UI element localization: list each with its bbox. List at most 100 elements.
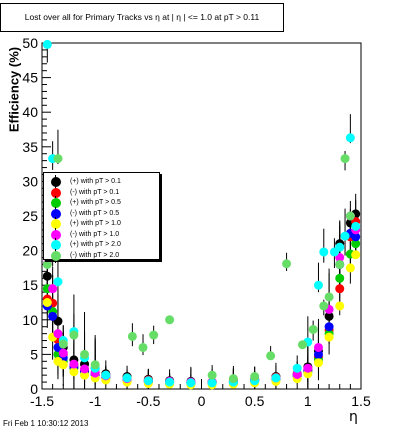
data-point (42, 259, 52, 269)
data-point (53, 154, 63, 164)
data-point (345, 263, 355, 273)
x-tick-label: -1.5 (30, 393, 54, 409)
legend-marker (51, 229, 61, 240)
data-point (207, 378, 217, 388)
data-point (58, 348, 68, 358)
data-point (58, 360, 68, 370)
data-point (207, 370, 217, 380)
legend-entry: (+) with pT > 0.1 (44, 175, 159, 189)
timestamp-footer: Fri Feb 1 10:30:12 2013 (3, 419, 89, 428)
data-point (165, 315, 175, 325)
data-point (58, 339, 68, 349)
legend-marker (51, 219, 61, 229)
y-tick-label: 0 (30, 381, 38, 397)
x-tick-label: 1.5 (351, 393, 371, 409)
data-point (351, 239, 361, 249)
data-point (308, 324, 318, 334)
y-tick-label: 35 (22, 139, 38, 155)
y-tick-label: 15 (22, 277, 38, 293)
data-point (122, 373, 132, 383)
x-tick-label: -0.5 (136, 393, 160, 409)
legend-label: (-) with pT > 1.0 (70, 230, 120, 238)
data-point (345, 211, 355, 221)
data-point (90, 360, 100, 370)
x-tick-label: 1 (304, 393, 312, 409)
legend-marker (51, 240, 61, 250)
y-tick-label: 45 (22, 70, 38, 86)
x-axis-label: η (349, 409, 358, 425)
y-tick-label: 20 (22, 243, 38, 259)
data-point (324, 311, 334, 321)
legend-label: (+) with pT > 1.0 (70, 220, 121, 227)
legend-marker (51, 198, 61, 208)
data-point (69, 359, 79, 369)
data-point (313, 349, 323, 359)
data-point (335, 259, 345, 269)
y-tick-label: 5 (30, 346, 38, 362)
data-point (324, 332, 334, 342)
data-point (149, 330, 159, 340)
data-point (292, 363, 302, 373)
data-point (319, 247, 329, 257)
legend-label: (-) with pT > 0.5 (70, 209, 120, 217)
legend-label: (+) with pT > 2.0 (70, 241, 121, 248)
legend-entry: (+) with pT > 0.5 (44, 196, 159, 210)
legend-label: (-) with pT > 2.0 (70, 251, 120, 259)
data-point (335, 284, 345, 294)
legend-label: (+) with pT > 0.5 (70, 199, 121, 206)
chart-title: Lost over all for Primary Tracks vs η at… (0, 3, 284, 32)
data-point (80, 349, 90, 359)
data-point (53, 277, 63, 287)
data-point (324, 292, 334, 302)
data-point (271, 373, 281, 383)
legend-marker (51, 208, 61, 219)
legend: (+) with pT > 0.1 (-) with pT > 0.1 (+) wi… (43, 172, 160, 263)
data-point (42, 298, 52, 307)
legend-entry: (+) with pT > 1.0 (44, 217, 159, 231)
data-point (80, 370, 90, 380)
legend-entry: (-) with pT > 2.0 (44, 248, 159, 263)
y-tick-label: 50 (22, 35, 38, 51)
data-point (345, 133, 355, 143)
x-tick-label: 0 (198, 393, 206, 409)
legend-label: (+) with pT > 0.1 (70, 178, 121, 185)
legend-marker (51, 177, 61, 187)
data-point (42, 39, 52, 49)
data-point (313, 358, 323, 368)
axes: 0 5 10 15 20 25 30 35 40 45 50 -1.5 -1 -0.5 0 0.5 1 1.5 (22, 35, 371, 409)
data-point (48, 311, 58, 321)
x-tick-label: 0.5 (245, 393, 265, 409)
data-point (298, 340, 308, 350)
y-tick-label: 40 (22, 104, 38, 120)
data-point (324, 322, 334, 332)
data-point (303, 363, 313, 373)
data-point (80, 364, 90, 374)
data-point (292, 369, 302, 379)
data-point (69, 367, 79, 377)
data-point (351, 232, 361, 242)
data-point (340, 154, 350, 164)
data-point (335, 242, 345, 252)
data-point (351, 221, 361, 231)
data-point (48, 284, 58, 294)
data-point (69, 330, 79, 340)
data-point (335, 273, 345, 283)
data-point (313, 342, 323, 352)
x-tick-label: -1 (89, 393, 102, 409)
data-point (42, 271, 52, 281)
legend-label: (-) with pT > 0.1 (70, 188, 120, 196)
legend-marker (51, 187, 61, 198)
data-point (138, 342, 148, 352)
data-point (127, 331, 137, 341)
data-point (319, 301, 329, 311)
y-tick-label: 25 (22, 208, 38, 224)
data-point (186, 378, 196, 388)
legend-entry: (-) with pT > 1.0 (44, 227, 159, 242)
data-point (282, 259, 292, 269)
data-point (165, 377, 175, 387)
data-point (313, 280, 323, 290)
data-point (351, 250, 361, 260)
data-point (335, 301, 345, 311)
data-point (53, 329, 63, 339)
data-point (101, 370, 111, 380)
